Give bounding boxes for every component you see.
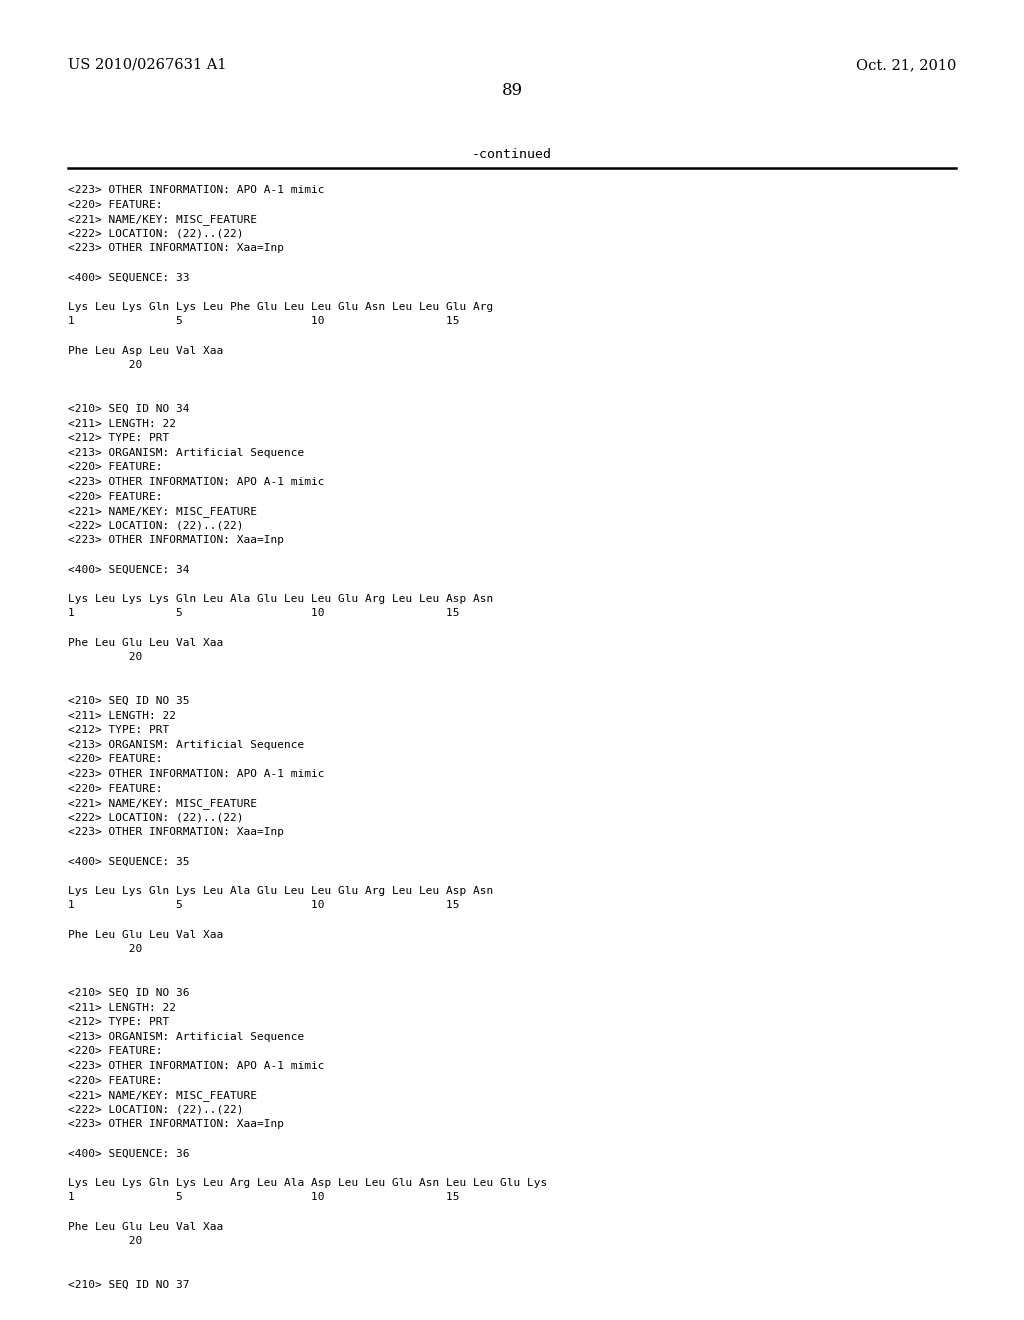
Text: <220> FEATURE:: <220> FEATURE: bbox=[68, 1047, 163, 1056]
Text: 1               5                   10                  15: 1 5 10 15 bbox=[68, 609, 460, 618]
Text: <220> FEATURE:: <220> FEATURE: bbox=[68, 462, 163, 473]
Text: <222> LOCATION: (22)..(22): <222> LOCATION: (22)..(22) bbox=[68, 813, 244, 822]
Text: <211> LENGTH: 22: <211> LENGTH: 22 bbox=[68, 418, 176, 429]
Text: 1               5                   10                  15: 1 5 10 15 bbox=[68, 317, 460, 326]
Text: Phe Leu Glu Leu Val Xaa: Phe Leu Glu Leu Val Xaa bbox=[68, 638, 223, 648]
Text: Lys Leu Lys Gln Lys Leu Arg Leu Ala Asp Leu Leu Glu Asn Leu Leu Glu Lys: Lys Leu Lys Gln Lys Leu Arg Leu Ala Asp … bbox=[68, 1177, 547, 1188]
Text: <221> NAME/KEY: MISC_FEATURE: <221> NAME/KEY: MISC_FEATURE bbox=[68, 1090, 257, 1101]
Text: <213> ORGANISM: Artificial Sequence: <213> ORGANISM: Artificial Sequence bbox=[68, 739, 304, 750]
Text: Phe Leu Asp Leu Val Xaa: Phe Leu Asp Leu Val Xaa bbox=[68, 346, 223, 355]
Text: <221> NAME/KEY: MISC_FEATURE: <221> NAME/KEY: MISC_FEATURE bbox=[68, 506, 257, 517]
Text: Lys Leu Lys Gln Lys Leu Phe Glu Leu Leu Glu Asn Leu Leu Glu Arg: Lys Leu Lys Gln Lys Leu Phe Glu Leu Leu … bbox=[68, 302, 494, 312]
Text: <213> ORGANISM: Artificial Sequence: <213> ORGANISM: Artificial Sequence bbox=[68, 1032, 304, 1041]
Text: <223> OTHER INFORMATION: Xaa=Inp: <223> OTHER INFORMATION: Xaa=Inp bbox=[68, 243, 284, 253]
Text: <223> OTHER INFORMATION: Xaa=Inp: <223> OTHER INFORMATION: Xaa=Inp bbox=[68, 828, 284, 837]
Text: <222> LOCATION: (22)..(22): <222> LOCATION: (22)..(22) bbox=[68, 521, 244, 531]
Text: <220> FEATURE:: <220> FEATURE: bbox=[68, 784, 163, 793]
Text: Phe Leu Glu Leu Val Xaa: Phe Leu Glu Leu Val Xaa bbox=[68, 1221, 223, 1232]
Text: <210> SEQ ID NO 34: <210> SEQ ID NO 34 bbox=[68, 404, 189, 414]
Text: 1               5                   10                  15: 1 5 10 15 bbox=[68, 1192, 460, 1203]
Text: 20: 20 bbox=[68, 1237, 142, 1246]
Text: <211> LENGTH: 22: <211> LENGTH: 22 bbox=[68, 1003, 176, 1012]
Text: <220> FEATURE:: <220> FEATURE: bbox=[68, 491, 163, 502]
Text: Lys Leu Lys Gln Lys Leu Ala Glu Leu Leu Glu Arg Leu Leu Asp Asn: Lys Leu Lys Gln Lys Leu Ala Glu Leu Leu … bbox=[68, 886, 494, 896]
Text: <211> LENGTH: 22: <211> LENGTH: 22 bbox=[68, 710, 176, 721]
Text: <210> SEQ ID NO 35: <210> SEQ ID NO 35 bbox=[68, 696, 189, 706]
Text: <223> OTHER INFORMATION: APO A-1 mimic: <223> OTHER INFORMATION: APO A-1 mimic bbox=[68, 1061, 325, 1071]
Text: <221> NAME/KEY: MISC_FEATURE: <221> NAME/KEY: MISC_FEATURE bbox=[68, 799, 257, 809]
Text: <212> TYPE: PRT: <212> TYPE: PRT bbox=[68, 1018, 169, 1027]
Text: 20: 20 bbox=[68, 360, 142, 370]
Text: <212> TYPE: PRT: <212> TYPE: PRT bbox=[68, 725, 169, 735]
Text: Phe Leu Glu Leu Val Xaa: Phe Leu Glu Leu Val Xaa bbox=[68, 929, 223, 940]
Text: Oct. 21, 2010: Oct. 21, 2010 bbox=[856, 58, 956, 73]
Text: <223> OTHER INFORMATION: Xaa=Inp: <223> OTHER INFORMATION: Xaa=Inp bbox=[68, 536, 284, 545]
Text: US 2010/0267631 A1: US 2010/0267631 A1 bbox=[68, 58, 226, 73]
Text: <400> SEQUENCE: 36: <400> SEQUENCE: 36 bbox=[68, 1148, 189, 1159]
Text: <223> OTHER INFORMATION: APO A-1 mimic: <223> OTHER INFORMATION: APO A-1 mimic bbox=[68, 185, 325, 195]
Text: <213> ORGANISM: Artificial Sequence: <213> ORGANISM: Artificial Sequence bbox=[68, 447, 304, 458]
Text: Lys Leu Lys Lys Gln Leu Ala Glu Leu Leu Glu Arg Leu Leu Asp Asn: Lys Leu Lys Lys Gln Leu Ala Glu Leu Leu … bbox=[68, 594, 494, 603]
Text: <221> NAME/KEY: MISC_FEATURE: <221> NAME/KEY: MISC_FEATURE bbox=[68, 214, 257, 226]
Text: <220> FEATURE:: <220> FEATURE: bbox=[68, 755, 163, 764]
Text: <212> TYPE: PRT: <212> TYPE: PRT bbox=[68, 433, 169, 444]
Text: <222> LOCATION: (22)..(22): <222> LOCATION: (22)..(22) bbox=[68, 1105, 244, 1115]
Text: <223> OTHER INFORMATION: APO A-1 mimic: <223> OTHER INFORMATION: APO A-1 mimic bbox=[68, 477, 325, 487]
Text: -continued: -continued bbox=[472, 148, 552, 161]
Text: <400> SEQUENCE: 33: <400> SEQUENCE: 33 bbox=[68, 273, 189, 282]
Text: <210> SEQ ID NO 37: <210> SEQ ID NO 37 bbox=[68, 1280, 189, 1290]
Text: 20: 20 bbox=[68, 652, 142, 663]
Text: <400> SEQUENCE: 34: <400> SEQUENCE: 34 bbox=[68, 565, 189, 574]
Text: <220> FEATURE:: <220> FEATURE: bbox=[68, 1076, 163, 1085]
Text: <400> SEQUENCE: 35: <400> SEQUENCE: 35 bbox=[68, 857, 189, 867]
Text: 89: 89 bbox=[502, 82, 522, 99]
Text: <223> OTHER INFORMATION: APO A-1 mimic: <223> OTHER INFORMATION: APO A-1 mimic bbox=[68, 770, 325, 779]
Text: <220> FEATURE:: <220> FEATURE: bbox=[68, 199, 163, 210]
Text: <223> OTHER INFORMATION: Xaa=Inp: <223> OTHER INFORMATION: Xaa=Inp bbox=[68, 1119, 284, 1130]
Text: 20: 20 bbox=[68, 944, 142, 954]
Text: <222> LOCATION: (22)..(22): <222> LOCATION: (22)..(22) bbox=[68, 228, 244, 239]
Text: <210> SEQ ID NO 36: <210> SEQ ID NO 36 bbox=[68, 987, 189, 998]
Text: 1               5                   10                  15: 1 5 10 15 bbox=[68, 900, 460, 911]
